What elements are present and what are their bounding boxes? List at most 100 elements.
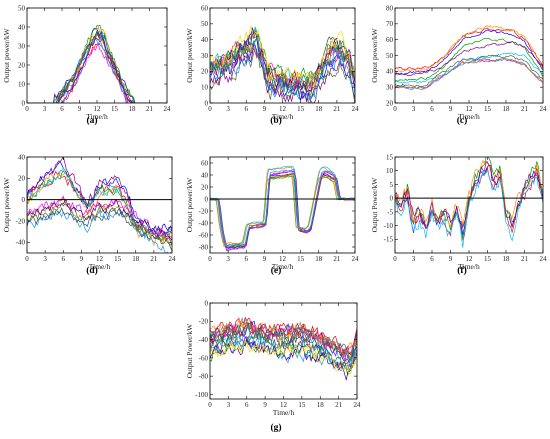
panel-label: (f) [457,265,467,276]
y-tick-label: 5 [390,181,394,189]
plot-frame [26,7,168,104]
series-line [210,172,355,251]
panel-a: 0 3 6 9 12 15 18 21 24 0 10 20 30 40 50 Time/h Output po… [2,4,171,126]
x-tick-label: 3 [226,105,230,113]
series-line [395,169,543,248]
x-tick-label: 6 [245,105,249,113]
x-tick-label: 18 [503,255,511,263]
y-tick-label: 40 [18,23,26,31]
y-tick-label: 10 [386,167,394,175]
y-tick-label: 40 [201,171,209,179]
x-tick-label: 12 [466,105,474,113]
x-tick-label: 21 [333,255,341,263]
y-tick-label: -10 [384,222,394,230]
series-line [210,30,355,92]
series-group [27,24,167,103]
x-tick-label: 6 [430,255,434,263]
series-line [210,175,355,249]
y-tick-label: 50 [386,52,394,60]
series-line [210,317,357,356]
x-tick-label: 9 [263,401,267,409]
y-tick-label: 0 [205,195,209,203]
y-tick-label: 80 [386,4,394,12]
y-axis-label: Output power/kW [2,27,11,82]
y-axis-label: Output power/kW [185,177,194,232]
series-line [210,40,355,101]
series-line [210,173,355,249]
series-line [27,197,172,246]
x-tick-label: 21 [521,105,529,113]
y-tick-label: 0 [205,99,209,107]
y-tick-label: 40 [18,153,26,161]
x-axis-label: Time/h [458,112,480,121]
series-group [210,26,355,103]
series-line [395,54,543,87]
y-tick-label: -15 [384,236,394,244]
x-tick-label: 6 [60,105,64,113]
x-tick-label: 3 [412,255,416,263]
y-tick-label: -60 [199,231,209,239]
panel-f: 0 3 6 9 12 15 18 21 24 -15 -10 -5 0 5 10 15 Time/h Output… [370,153,547,276]
x-tick-label: 15 [298,401,306,409]
series-line [27,34,167,103]
y-tick-label: 60 [201,159,209,167]
x-tick-label: 0 [393,255,397,263]
x-axis-label: Time/h [272,112,294,121]
x-tick-label: 18 [315,255,323,263]
series-line [395,52,543,84]
y-tick-label: 30 [18,42,26,50]
series-line [395,161,543,229]
series-line [27,198,172,241]
x-tick-label: 9 [449,105,453,113]
series-line [395,57,543,91]
y-axis-label: Output power/kW [185,27,194,82]
series-line [27,32,167,103]
series-line [395,58,543,90]
x-tick-label: 24 [164,105,172,113]
y-tick-label: -20 [16,217,26,225]
series-line [395,29,543,75]
y-tick-label: 10 [201,84,209,92]
series-line [27,24,167,103]
series-line [210,165,355,247]
x-tick-label: 12 [466,255,474,263]
x-tick-label: 18 [129,105,137,113]
x-tick-label: 0 [208,255,212,263]
y-axis-label: Output Power/kW [370,177,379,233]
y-tick-label: 20 [201,183,209,191]
x-tick-label: 15 [297,255,305,263]
x-axis-label: Time/h [86,112,108,121]
y-tick-label: 0 [22,99,26,107]
y-tick-label: 50 [18,4,26,12]
series-line [210,167,355,247]
x-tick-label: 15 [297,105,305,113]
x-tick-label: 18 [317,401,325,409]
series-line [210,27,355,91]
y-tick-label: -60 [199,354,209,362]
x-tick-label: 21 [333,105,341,113]
y-tick-label: 60 [201,4,209,12]
panel-label: (b) [270,115,282,126]
series-line [210,44,355,103]
series-line [27,37,167,103]
x-tick-label: 21 [150,255,158,263]
y-tick-label: 40 [386,68,394,76]
series-line [395,159,543,229]
series-line [395,25,543,73]
x-tick-label: 24 [540,105,548,113]
x-tick-label: 3 [43,255,47,263]
y-tick-label: 15 [386,153,394,161]
series-line [210,32,355,91]
x-tick-label: 24 [354,401,362,409]
series-group [395,25,543,91]
series-group [27,157,172,253]
y-tick-label: -40 [16,239,26,247]
x-tick-label: 21 [335,401,343,409]
series-line [27,195,172,240]
x-tick-label: 6 [245,255,249,263]
x-axis-label: Time/h [458,262,480,271]
x-tick-label: 9 [78,105,82,113]
y-tick-label: 70 [386,20,394,28]
series-line [27,36,167,103]
